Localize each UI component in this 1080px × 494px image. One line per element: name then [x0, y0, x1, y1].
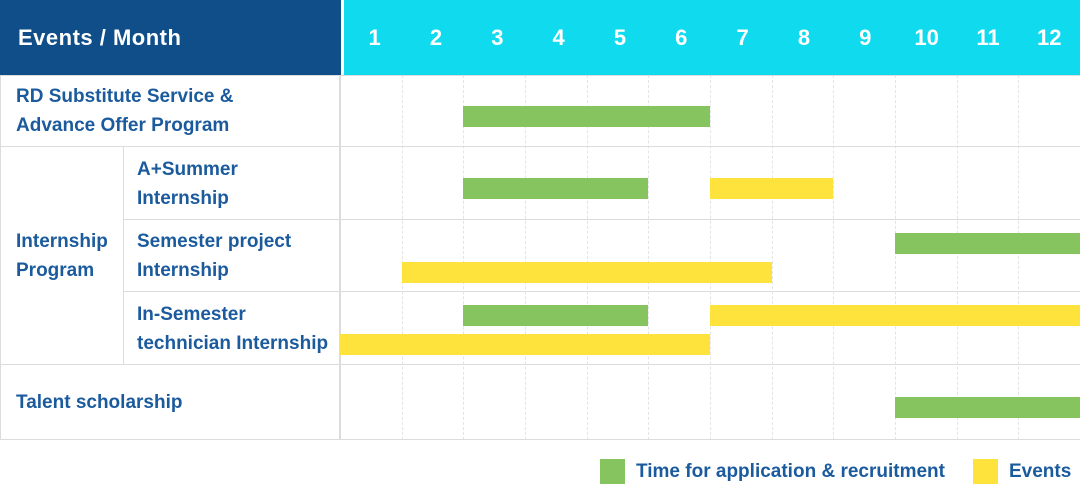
grid-border	[0, 75, 1080, 76]
row-label: A+Summer Internship	[124, 147, 340, 220]
legend-label-events: Events	[1009, 461, 1072, 482]
grid-border	[340, 75, 341, 440]
row-chart-area	[340, 75, 1080, 147]
month-gridline	[401, 75, 403, 440]
row-group-label: Internship Program	[0, 147, 124, 365]
month-gridline	[463, 75, 465, 440]
month-header-row: 1 2 3 4 5 6 7 8 9 10 11 12	[344, 0, 1080, 75]
row-label: In-Semester technician Internship	[124, 292, 340, 365]
gantt-bar-event	[710, 178, 834, 199]
gantt-bar-event	[340, 334, 710, 355]
grid-border	[124, 219, 1080, 220]
month-header-cell: 3	[491, 24, 504, 50]
month-header-cell: 1	[368, 24, 381, 50]
gantt-row: A+Summer Internship	[0, 147, 1080, 220]
month-header-cell: 6	[675, 24, 688, 50]
row-chart-area	[340, 292, 1080, 365]
gantt-bar-recruitment	[463, 305, 649, 326]
month-header-cell: 5	[613, 24, 627, 50]
row-label: Semester project Internship	[124, 220, 340, 292]
gantt-row: Talent scholarship	[0, 365, 1080, 440]
grid-border	[124, 291, 1080, 292]
month-gridline	[1018, 75, 1020, 440]
row-chart-area	[340, 147, 1080, 220]
month-gridline	[771, 75, 773, 440]
month-gridline	[586, 75, 588, 440]
month-header-cell: 2	[429, 24, 443, 50]
gantt-bar-recruitment	[463, 106, 710, 127]
gantt-bar-recruitment	[895, 397, 1080, 418]
month-header-cell: 12	[1037, 24, 1062, 50]
legend-swatch-recruitment-icon	[600, 459, 625, 484]
legend: Time for application & recruitment Event…	[0, 440, 1080, 494]
grid-border	[0, 146, 1080, 147]
month-gridline	[895, 75, 896, 440]
gantt-bar-event	[401, 262, 772, 283]
month-header-cell: 4	[552, 24, 565, 50]
page-title: Events / Month	[18, 24, 182, 50]
month-gridline	[648, 75, 650, 440]
month-header-cell: 9	[859, 24, 872, 50]
gantt-bar-event	[710, 305, 1080, 326]
gantt-bar-recruitment	[895, 233, 1080, 254]
month-gridline	[833, 75, 835, 440]
month-header-cell: 8	[797, 24, 811, 50]
gantt-body: Internship Program RD Substitute Service …	[0, 75, 1080, 440]
grid-border	[0, 75, 1, 440]
row-label: Talent scholarship	[0, 365, 340, 440]
row-label: RD Substitute Service & Advance Offer Pr…	[0, 75, 340, 147]
month-gridline	[956, 75, 958, 440]
month-gridline	[525, 75, 526, 440]
header-title-cell: Events / Month	[0, 0, 341, 75]
month-header-cell: 10	[914, 24, 939, 50]
grid-border	[0, 364, 1080, 365]
month-header-cell: 11	[976, 24, 1000, 50]
row-chart-area	[340, 365, 1080, 440]
gantt-bar-recruitment	[463, 178, 649, 199]
gantt-row: Semester project Internship	[0, 220, 1080, 292]
grid-border	[0, 439, 1080, 440]
gantt-row: In-Semester technician Internship	[0, 292, 1080, 365]
month-header-cell: 7	[736, 24, 749, 50]
month-gridline	[710, 75, 711, 440]
legend-label-recruitment: Time for application & recruitment	[636, 461, 945, 482]
gantt-row: RD Substitute Service & Advance Offer Pr…	[0, 75, 1080, 147]
row-chart-area	[340, 220, 1080, 292]
legend-swatch-events-icon	[973, 459, 998, 484]
